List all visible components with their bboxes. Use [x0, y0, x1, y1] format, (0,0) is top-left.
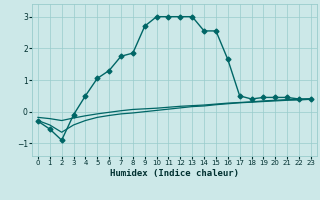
X-axis label: Humidex (Indice chaleur): Humidex (Indice chaleur) — [110, 169, 239, 178]
